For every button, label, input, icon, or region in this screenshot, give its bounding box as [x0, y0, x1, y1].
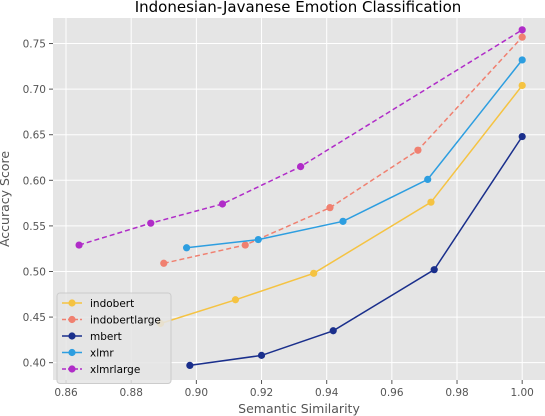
legend-marker-xlmr: [68, 348, 76, 357]
data-point-xlmr: [424, 175, 432, 183]
series-xlmrlarge: [75, 26, 526, 249]
data-point-indobert: [310, 269, 318, 277]
legend-marker-xlmrlarge: [68, 365, 76, 373]
y-tick-label: 0.50: [23, 266, 46, 278]
data-point-xlmrlarge: [297, 163, 305, 171]
data-point-xlmr: [254, 235, 262, 244]
legend-item-mbert: mbert: [62, 331, 122, 343]
data-point-indobertlarge: [241, 241, 249, 249]
legend-label: mbert: [90, 331, 122, 343]
chart-title: Indonesian-Javanese Emotion Classificati…: [135, 0, 462, 16]
x-tick-label: 0.86: [54, 387, 78, 399]
legend-box: [56, 292, 172, 384]
y-tick-label: 0.45: [23, 312, 46, 324]
data-point-indobertlarge: [414, 146, 422, 154]
legend-marker-indobertlarge: [68, 315, 76, 324]
series-mbert: [186, 132, 526, 370]
y-tick-label: 0.70: [23, 84, 46, 96]
data-point-xlmrlarge: [518, 26, 526, 34]
y-tick-label: 0.55: [23, 221, 46, 233]
data-point-indobertlarge: [326, 204, 334, 212]
legend-item-indobert: indobert: [62, 298, 134, 310]
legend-item-xlmr: xlmr: [62, 348, 114, 360]
legend-item-xlmrlarge: xlmrlarge: [62, 364, 140, 376]
legend: indobert indobertlarge mbert xlmr xlmrlarge: [56, 292, 172, 384]
data-point-mbert: [186, 361, 194, 370]
data-point-xlmr: [339, 217, 347, 225]
series-line-xlmrlarge: [78, 29, 523, 246]
x-tick-label: 0.98: [445, 387, 468, 399]
data-point-xlmr: [182, 244, 191, 252]
y-tick-label: 0.40: [23, 358, 46, 370]
y-tick-label: 0.65: [23, 130, 46, 142]
x-tick-label: 0.96: [380, 387, 404, 399]
x-axis-ticks: 0.86 0.88 0.90 0.92 0.94 0.96 0.98 1.00: [54, 380, 534, 399]
data-point-xlmrlarge: [147, 219, 155, 227]
data-point-indobertlarge: [160, 259, 168, 267]
legend-label: xlmrlarge: [90, 364, 140, 376]
data-point-indobert: [427, 198, 435, 206]
x-tick-label: 0.92: [250, 387, 273, 399]
legend-label: indobert: [90, 298, 134, 310]
legend-label: indobertlarge: [90, 315, 161, 327]
legend-item-indobertlarge: indobertlarge: [62, 315, 161, 327]
x-tick-label: 0.90: [185, 387, 208, 399]
y-tick-label: 0.60: [23, 175, 46, 187]
x-axis-label: Semantic Similarity: [238, 401, 360, 416]
data-point-indobertlarge: [518, 33, 526, 41]
data-point-indobert: [231, 296, 240, 304]
series-group: [75, 26, 526, 370]
data-point-mbert: [257, 351, 266, 359]
data-point-xlmrlarge: [75, 241, 83, 249]
data-point-mbert: [430, 266, 438, 274]
x-tick-label: 0.94: [315, 387, 339, 399]
legend-marker-mbert: [68, 332, 76, 340]
y-tick-label: 0.75: [23, 39, 46, 51]
series-indobertlarge: [160, 33, 526, 267]
x-tick-label: 0.88: [120, 387, 143, 399]
y-axis-label: Accuracy Score: [0, 151, 12, 247]
x-tick-label: 1.00: [510, 387, 533, 399]
data-point-mbert: [518, 132, 526, 141]
data-point-xlmrlarge: [218, 200, 227, 208]
data-point-xlmr: [518, 56, 526, 64]
data-point-mbert: [329, 327, 337, 335]
legend-marker-indobert: [68, 299, 76, 307]
data-point-indobert: [518, 81, 526, 90]
legend-label: xlmr: [90, 348, 114, 360]
series-xlmr: [182, 56, 526, 252]
y-axis-ticks: 0.40 0.45 0.50 0.55 0.60 0.65 0.70 0.75: [23, 39, 53, 370]
